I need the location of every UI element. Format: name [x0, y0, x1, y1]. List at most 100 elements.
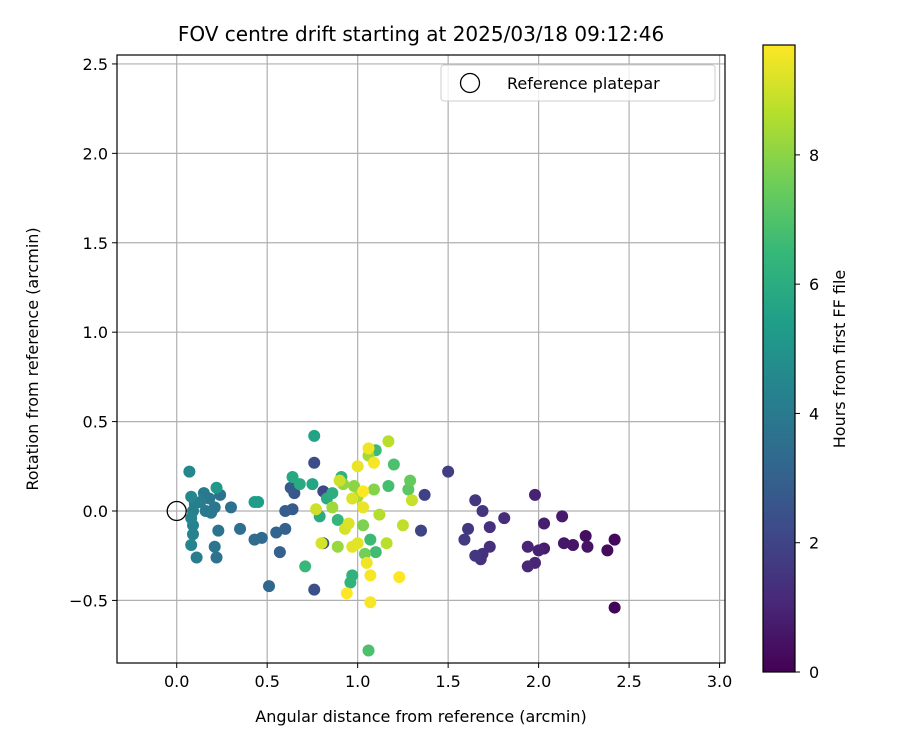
x-tick-label: 0.0: [164, 672, 189, 691]
data-point: [358, 547, 371, 560]
data-point: [185, 512, 198, 525]
data-point: [346, 492, 359, 505]
x-tick-label: 3.0: [707, 672, 732, 691]
chart-title: FOV centre drift starting at 2025/03/18 …: [178, 22, 664, 46]
data-point: [208, 540, 221, 553]
data-point: [212, 524, 225, 537]
data-point: [185, 538, 198, 551]
data-point: [183, 465, 196, 478]
y-tick-label: 2.5: [83, 55, 108, 74]
data-point: [387, 458, 400, 471]
colorbar-ticks: 0 2 4 6 8: [795, 146, 819, 682]
data-point: [362, 442, 375, 455]
data-point: [402, 483, 415, 496]
data-point: [210, 551, 223, 564]
data-point: [310, 503, 323, 516]
data-point: [299, 560, 312, 573]
reference-platepar-marker: [166, 500, 187, 522]
legend: Reference platepar: [440, 64, 716, 102]
colorbar-label: Hours from first FF file: [830, 270, 849, 449]
data-point: [529, 488, 541, 501]
data-point: [185, 490, 198, 503]
colorbar: 0 2 4 6 8 Hours from first FF file: [762, 44, 849, 682]
data-point: [344, 576, 357, 589]
data-point: [234, 522, 247, 535]
data-point: [190, 551, 203, 564]
legend-entry-reference: Reference platepar: [507, 74, 660, 93]
data-point: [252, 496, 265, 509]
y-tick-label: 1.5: [83, 234, 108, 253]
data-point: [458, 533, 471, 546]
data-point: [601, 544, 614, 557]
data-point: [396, 519, 409, 532]
data-point: [369, 546, 382, 559]
data-point: [360, 556, 373, 569]
data-point: [418, 488, 431, 501]
data-point: [263, 580, 275, 593]
data-point: [404, 474, 417, 487]
x-tick-label: 0.5: [254, 672, 279, 691]
x-tick-label: 2.5: [616, 672, 641, 691]
legend-marker-reference: [459, 72, 481, 94]
data-point: [393, 571, 406, 584]
y-tick-label: 0.5: [83, 413, 108, 432]
x-axis-label: Angular distance from reference (arcmin): [255, 707, 586, 726]
data-point: [199, 505, 212, 517]
data-point: [351, 537, 364, 550]
data-point: [351, 460, 364, 473]
legend-box: [440, 64, 716, 102]
data-point: [284, 481, 297, 494]
data-point: [521, 560, 534, 573]
data-point: [342, 517, 355, 530]
y-tick-label: 0.0: [83, 502, 108, 521]
data-point: [270, 526, 283, 539]
colorbar-tick-label: 0: [809, 663, 819, 682]
data-point: [293, 478, 306, 491]
data-point: [315, 537, 328, 550]
data-point: [567, 538, 579, 551]
x-axis: 0.0 0.5 1.0 1.5 2.0 2.5 3.0: [164, 663, 732, 691]
data-point: [331, 540, 344, 553]
data-point: [333, 474, 346, 487]
data-point: [532, 544, 545, 557]
data-point: [608, 533, 621, 546]
data-point: [367, 456, 380, 469]
data-point: [210, 481, 223, 494]
data-point: [306, 478, 319, 491]
data-point: [538, 517, 551, 530]
data-point: [367, 483, 380, 496]
data-points: [183, 429, 621, 657]
data-point: [608, 601, 621, 614]
data-point: [415, 524, 427, 537]
data-point: [476, 505, 489, 517]
y-tick-label: 2.0: [83, 144, 108, 163]
data-point: [187, 528, 199, 541]
data-point: [469, 494, 482, 507]
data-point: [556, 510, 569, 523]
data-point: [225, 501, 237, 514]
y-tick-label: 1.0: [83, 323, 108, 342]
data-point: [382, 479, 395, 492]
data-point: [364, 569, 377, 582]
data-point: [498, 512, 511, 525]
data-point: [308, 429, 321, 442]
data-point: [279, 522, 292, 535]
data-point: [308, 456, 321, 469]
data-point: [382, 435, 395, 448]
y-axis: −0.5 0.0 0.5 1.0 1.5 2.0 2.5: [69, 55, 117, 610]
data-point: [326, 501, 339, 514]
data-point: [521, 540, 534, 553]
data-point: [442, 465, 455, 478]
data-point: [380, 537, 393, 550]
data-point: [364, 533, 377, 546]
y-axis-label: Rotation from reference (arcmin): [23, 227, 42, 490]
data-point: [579, 530, 592, 543]
data-point: [462, 522, 475, 535]
plot-frame: [116, 54, 726, 664]
colorbar-gradient: [762, 44, 796, 673]
data-point: [348, 479, 361, 492]
colorbar-tick-label: 4: [809, 404, 819, 423]
colorbar-tick-label: 8: [809, 146, 819, 165]
